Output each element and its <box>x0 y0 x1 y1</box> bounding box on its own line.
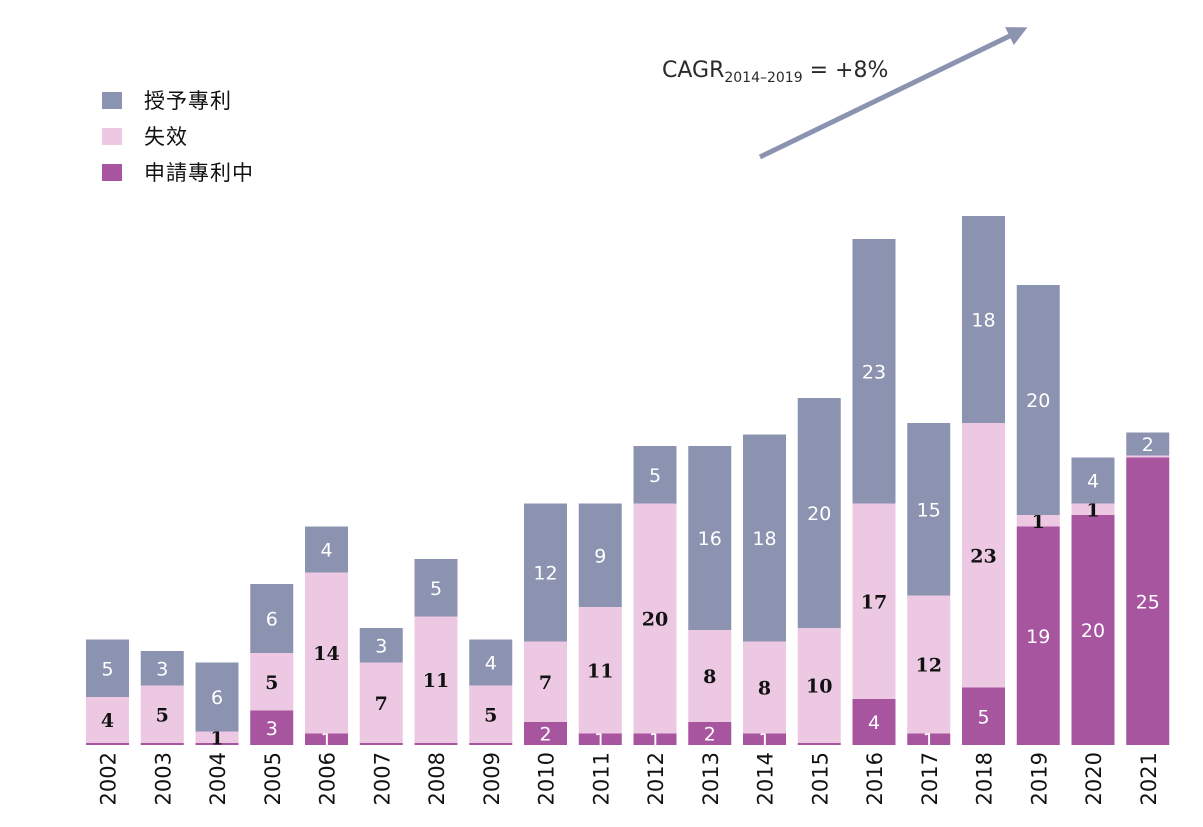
x-tick-2013: 2013 <box>699 752 723 805</box>
value-label-lapsed-2002: 4 <box>101 710 114 732</box>
value-label-granted-2009: 4 <box>485 653 497 675</box>
value-label-granted-2007: 3 <box>375 635 387 657</box>
legend-swatch-lapsed <box>102 128 122 145</box>
value-label-granted-2019: 20 <box>1026 390 1050 412</box>
x-tick-2010: 2010 <box>535 752 559 805</box>
value-label-lapsed-2012: 20 <box>642 609 668 631</box>
value-label-lapsed-2009: 5 <box>484 704 497 726</box>
bar-pending-2002 <box>86 743 129 745</box>
value-label-pending-2021: 25 <box>1136 591 1160 613</box>
value-label-granted-2017: 15 <box>917 499 941 521</box>
legend-label-lapsed: 失效 <box>144 121 188 151</box>
legend-item-granted: 授予專利 <box>102 82 254 118</box>
value-label-granted-2020: 4 <box>1087 471 1099 493</box>
x-tick-2003: 2003 <box>151 752 175 805</box>
value-label-lapsed-2015: 10 <box>806 676 832 698</box>
value-label-granted-2021: 2 <box>1142 434 1154 456</box>
cagr-value: = +8% <box>803 58 889 83</box>
value-label-pending-2016: 4 <box>868 712 880 734</box>
value-label-granted-2008: 5 <box>430 578 442 600</box>
x-tick-2011: 2011 <box>589 752 613 805</box>
legend: 授予專利 失效 申請專利中 <box>102 82 254 190</box>
x-tick-2005: 2005 <box>261 752 285 805</box>
bar-pending-2008 <box>415 743 458 745</box>
bar-pending-2015 <box>798 743 841 745</box>
value-label-granted-2005: 6 <box>266 609 278 631</box>
trend-arrow <box>760 30 1022 157</box>
cagr-period: 2014–2019 <box>724 70 802 86</box>
cagr-main: CAGR <box>662 58 724 83</box>
x-tick-2016: 2016 <box>863 752 887 805</box>
value-label-granted-2002: 5 <box>101 658 113 680</box>
x-tick-2006: 2006 <box>316 752 340 805</box>
value-label-lapsed-2007: 7 <box>375 693 388 715</box>
value-label-granted-2015: 20 <box>807 503 831 525</box>
x-tick-2002: 2002 <box>97 752 121 805</box>
value-label-granted-2010: 12 <box>533 563 557 585</box>
value-label-granted-2018: 18 <box>971 310 995 332</box>
value-label-lapsed-2018: 23 <box>970 545 996 567</box>
cagr-annotation: CAGR2014–2019 = +8% <box>662 58 888 86</box>
legend-swatch-granted <box>102 92 122 109</box>
value-label-granted-2016: 23 <box>862 361 886 383</box>
value-label-lapsed-2010: 7 <box>539 672 552 694</box>
value-label-lapsed-2014: 8 <box>758 678 771 700</box>
value-label-lapsed-2016: 17 <box>861 591 887 613</box>
value-label-lapsed-2013: 8 <box>703 666 716 688</box>
legend-label-pending: 申請專利中 <box>144 157 254 187</box>
legend-swatch-pending <box>102 164 122 181</box>
x-tick-2020: 2020 <box>1082 752 1106 805</box>
x-tick-2019: 2019 <box>1027 752 1051 805</box>
value-label-lapsed-2017: 12 <box>916 655 942 677</box>
value-label-granted-2013: 16 <box>698 528 722 550</box>
bar-pending-2009 <box>469 743 512 745</box>
legend-label-granted: 授予專利 <box>144 85 232 115</box>
value-label-granted-2003: 3 <box>156 658 168 680</box>
value-label-lapsed-2011: 11 <box>587 660 613 682</box>
x-tick-2009: 2009 <box>480 752 504 805</box>
value-label-pending-2010: 2 <box>539 724 551 746</box>
x-tick-2008: 2008 <box>425 752 449 805</box>
x-tick-2014: 2014 <box>754 752 778 805</box>
bar-pending-2003 <box>141 743 184 745</box>
value-label-granted-2014: 18 <box>752 528 776 550</box>
x-tick-2015: 2015 <box>808 752 832 805</box>
x-tick-2017: 2017 <box>918 752 942 805</box>
value-label-lapsed-2008: 11 <box>423 670 449 692</box>
value-label-pending-2018: 5 <box>977 706 989 728</box>
value-label-lapsed-2005: 5 <box>265 672 278 694</box>
x-tick-2018: 2018 <box>973 752 997 805</box>
value-label-granted-2006: 4 <box>320 540 332 562</box>
legend-item-pending: 申請專利中 <box>102 154 254 190</box>
value-label-granted-2011: 9 <box>594 545 606 567</box>
value-label-pending-2019: 19 <box>1026 626 1050 648</box>
x-tick-2004: 2004 <box>206 752 230 805</box>
x-tick-2012: 2012 <box>644 752 668 805</box>
value-label-pending-2005: 3 <box>266 718 278 740</box>
value-label-lapsed-2006: 14 <box>313 643 339 665</box>
value-label-granted-2012: 5 <box>649 465 661 487</box>
x-tick-2021: 2021 <box>1137 752 1161 805</box>
legend-item-lapsed: 失效 <box>102 118 254 154</box>
x-tick-2007: 2007 <box>370 752 394 805</box>
bar-pending-2007 <box>360 743 403 745</box>
value-label-lapsed-2003: 5 <box>156 704 169 726</box>
value-label-pending-2020: 20 <box>1081 620 1105 642</box>
value-label-pending-2013: 2 <box>704 724 716 746</box>
value-label-granted-2004: 6 <box>211 687 223 709</box>
